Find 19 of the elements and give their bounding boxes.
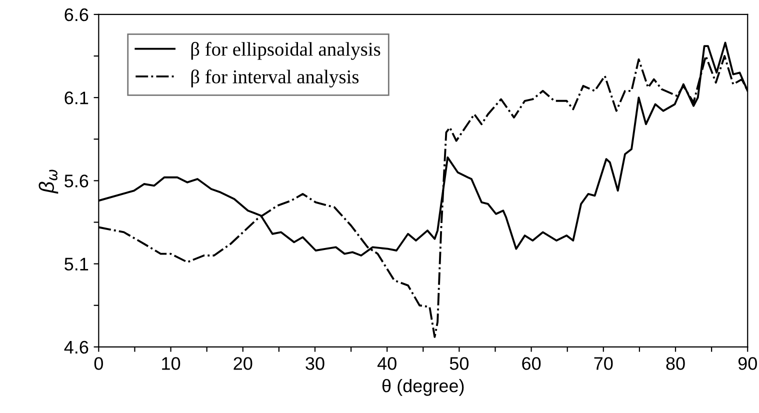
x-tick-label: 20	[234, 357, 252, 370]
x-tick-label: 50	[450, 357, 469, 370]
x-tick-label: 30	[306, 357, 324, 370]
y-tick-label: 4.6	[64, 340, 88, 354]
legend-label: β for interval analysis	[191, 70, 359, 88]
x-tick-label: 90	[738, 357, 757, 370]
x-tick-label: 0	[94, 357, 103, 370]
x-tick-label: 80	[666, 357, 685, 370]
legend-label: β for ellipsoidal analysis	[191, 42, 380, 60]
y-axis-title: β$_{ω}$	[38, 170, 58, 194]
x-tick-label: 40	[377, 357, 396, 370]
x-axis-title: θ (degree)	[382, 379, 464, 396]
x-tick-label: 10	[162, 357, 180, 370]
y-tick-label: 5.1	[64, 258, 88, 271]
x-tick-label: 60	[522, 357, 541, 370]
x-tick-label: 70	[594, 357, 613, 370]
y-tick-label: 6.1	[64, 92, 88, 104]
y-tick-label: 6.6	[64, 8, 88, 22]
y-tick-label: 5.6	[64, 174, 88, 188]
